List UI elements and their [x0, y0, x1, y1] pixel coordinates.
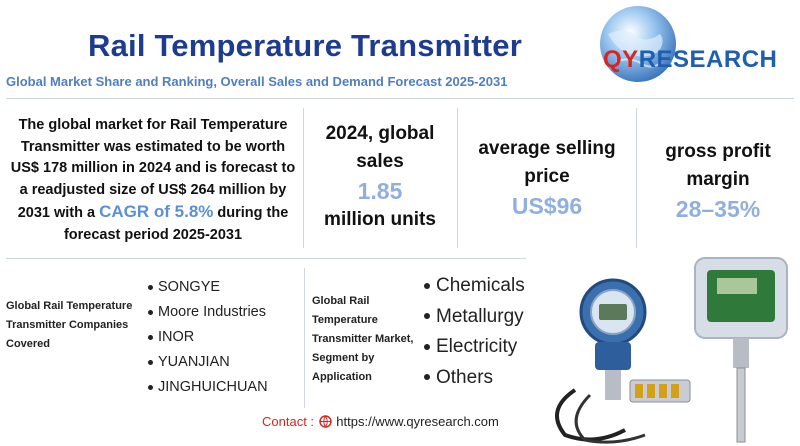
list-item: Metallurgy	[424, 302, 525, 333]
bullet-icon	[148, 359, 153, 365]
bullet-icon	[424, 343, 430, 350]
list-item: Others	[424, 363, 525, 394]
list-item: JINGHUICHUAN	[148, 375, 268, 400]
logo-research-text: RESEARCH	[638, 46, 778, 73]
list-item: SONGYE	[148, 275, 268, 300]
contact-line: Contact : https://www.qyresearch.com	[262, 414, 499, 429]
stat-sales-value: 1.85	[357, 178, 403, 204]
companies-list: SONGYE Moore Industries INOR YUANJIAN JI…	[148, 275, 268, 400]
temperature-transmitter-device-icon	[555, 257, 788, 444]
logo-qy-text: QY	[603, 46, 639, 73]
list-item: Electricity	[424, 332, 525, 363]
header-divider	[6, 98, 794, 99]
stat-sales-label: 2024, global sales	[325, 123, 435, 172]
page-subtitle: Global Market Share and Ranking, Overall…	[6, 74, 508, 89]
list-item: INOR	[148, 325, 268, 350]
list-item: Chemicals	[424, 271, 525, 302]
description-part1: The global market for Rail Temperature T…	[10, 117, 296, 221]
bullet-icon	[424, 282, 430, 289]
bullet-icon	[148, 309, 153, 315]
stat-sales: 2024, global sales 1.85 million units	[306, 120, 454, 234]
applications-label: Global Rail Temperature Transmitter Mark…	[312, 295, 414, 383]
bullet-icon	[424, 374, 430, 381]
divider-2	[457, 108, 458, 248]
logo-wordmark: QYRESEARCH	[603, 46, 777, 74]
contact-url-link[interactable]: https://www.qyresearch.com	[336, 414, 499, 429]
cagr-highlight: CAGR of 5.8%	[99, 202, 214, 221]
companies-label: Global Rail Temperature Transmitter Comp…	[6, 300, 133, 350]
applications-list: Chemicals Metallurgy Electricity Others	[424, 271, 525, 393]
market-description: The global market for Rail Temperature T…	[8, 115, 298, 246]
page-title: Rail Temperature Transmitter	[88, 28, 522, 63]
contact-label: Contact :	[262, 414, 315, 429]
list-item: Moore Industries	[148, 300, 268, 325]
divider-4	[304, 268, 305, 408]
stat-margin-value: 28–35%	[675, 196, 761, 222]
bullet-icon	[148, 334, 153, 340]
bullet-icon	[148, 384, 153, 390]
description-part2: during the forecast period 2025-2031	[63, 205, 289, 243]
bullet-icon	[424, 313, 430, 320]
bullet-icon	[148, 284, 153, 290]
divider-3	[636, 108, 637, 248]
divider-1	[303, 108, 304, 248]
list-item: YUANJIAN	[148, 350, 268, 375]
section-divider	[6, 258, 526, 259]
stat-asp-value: US$96	[511, 193, 583, 219]
stat-margin-label: gross profit margin	[665, 141, 771, 190]
stat-margin: gross profit margin 28–35%	[640, 138, 796, 224]
stat-sales-unit: million units	[324, 209, 436, 230]
stat-asp-label: average selling price	[478, 138, 616, 187]
globe-small-icon	[318, 415, 332, 428]
stat-asp: average selling price US$96	[462, 135, 632, 221]
globe-logo-icon	[600, 6, 676, 82]
